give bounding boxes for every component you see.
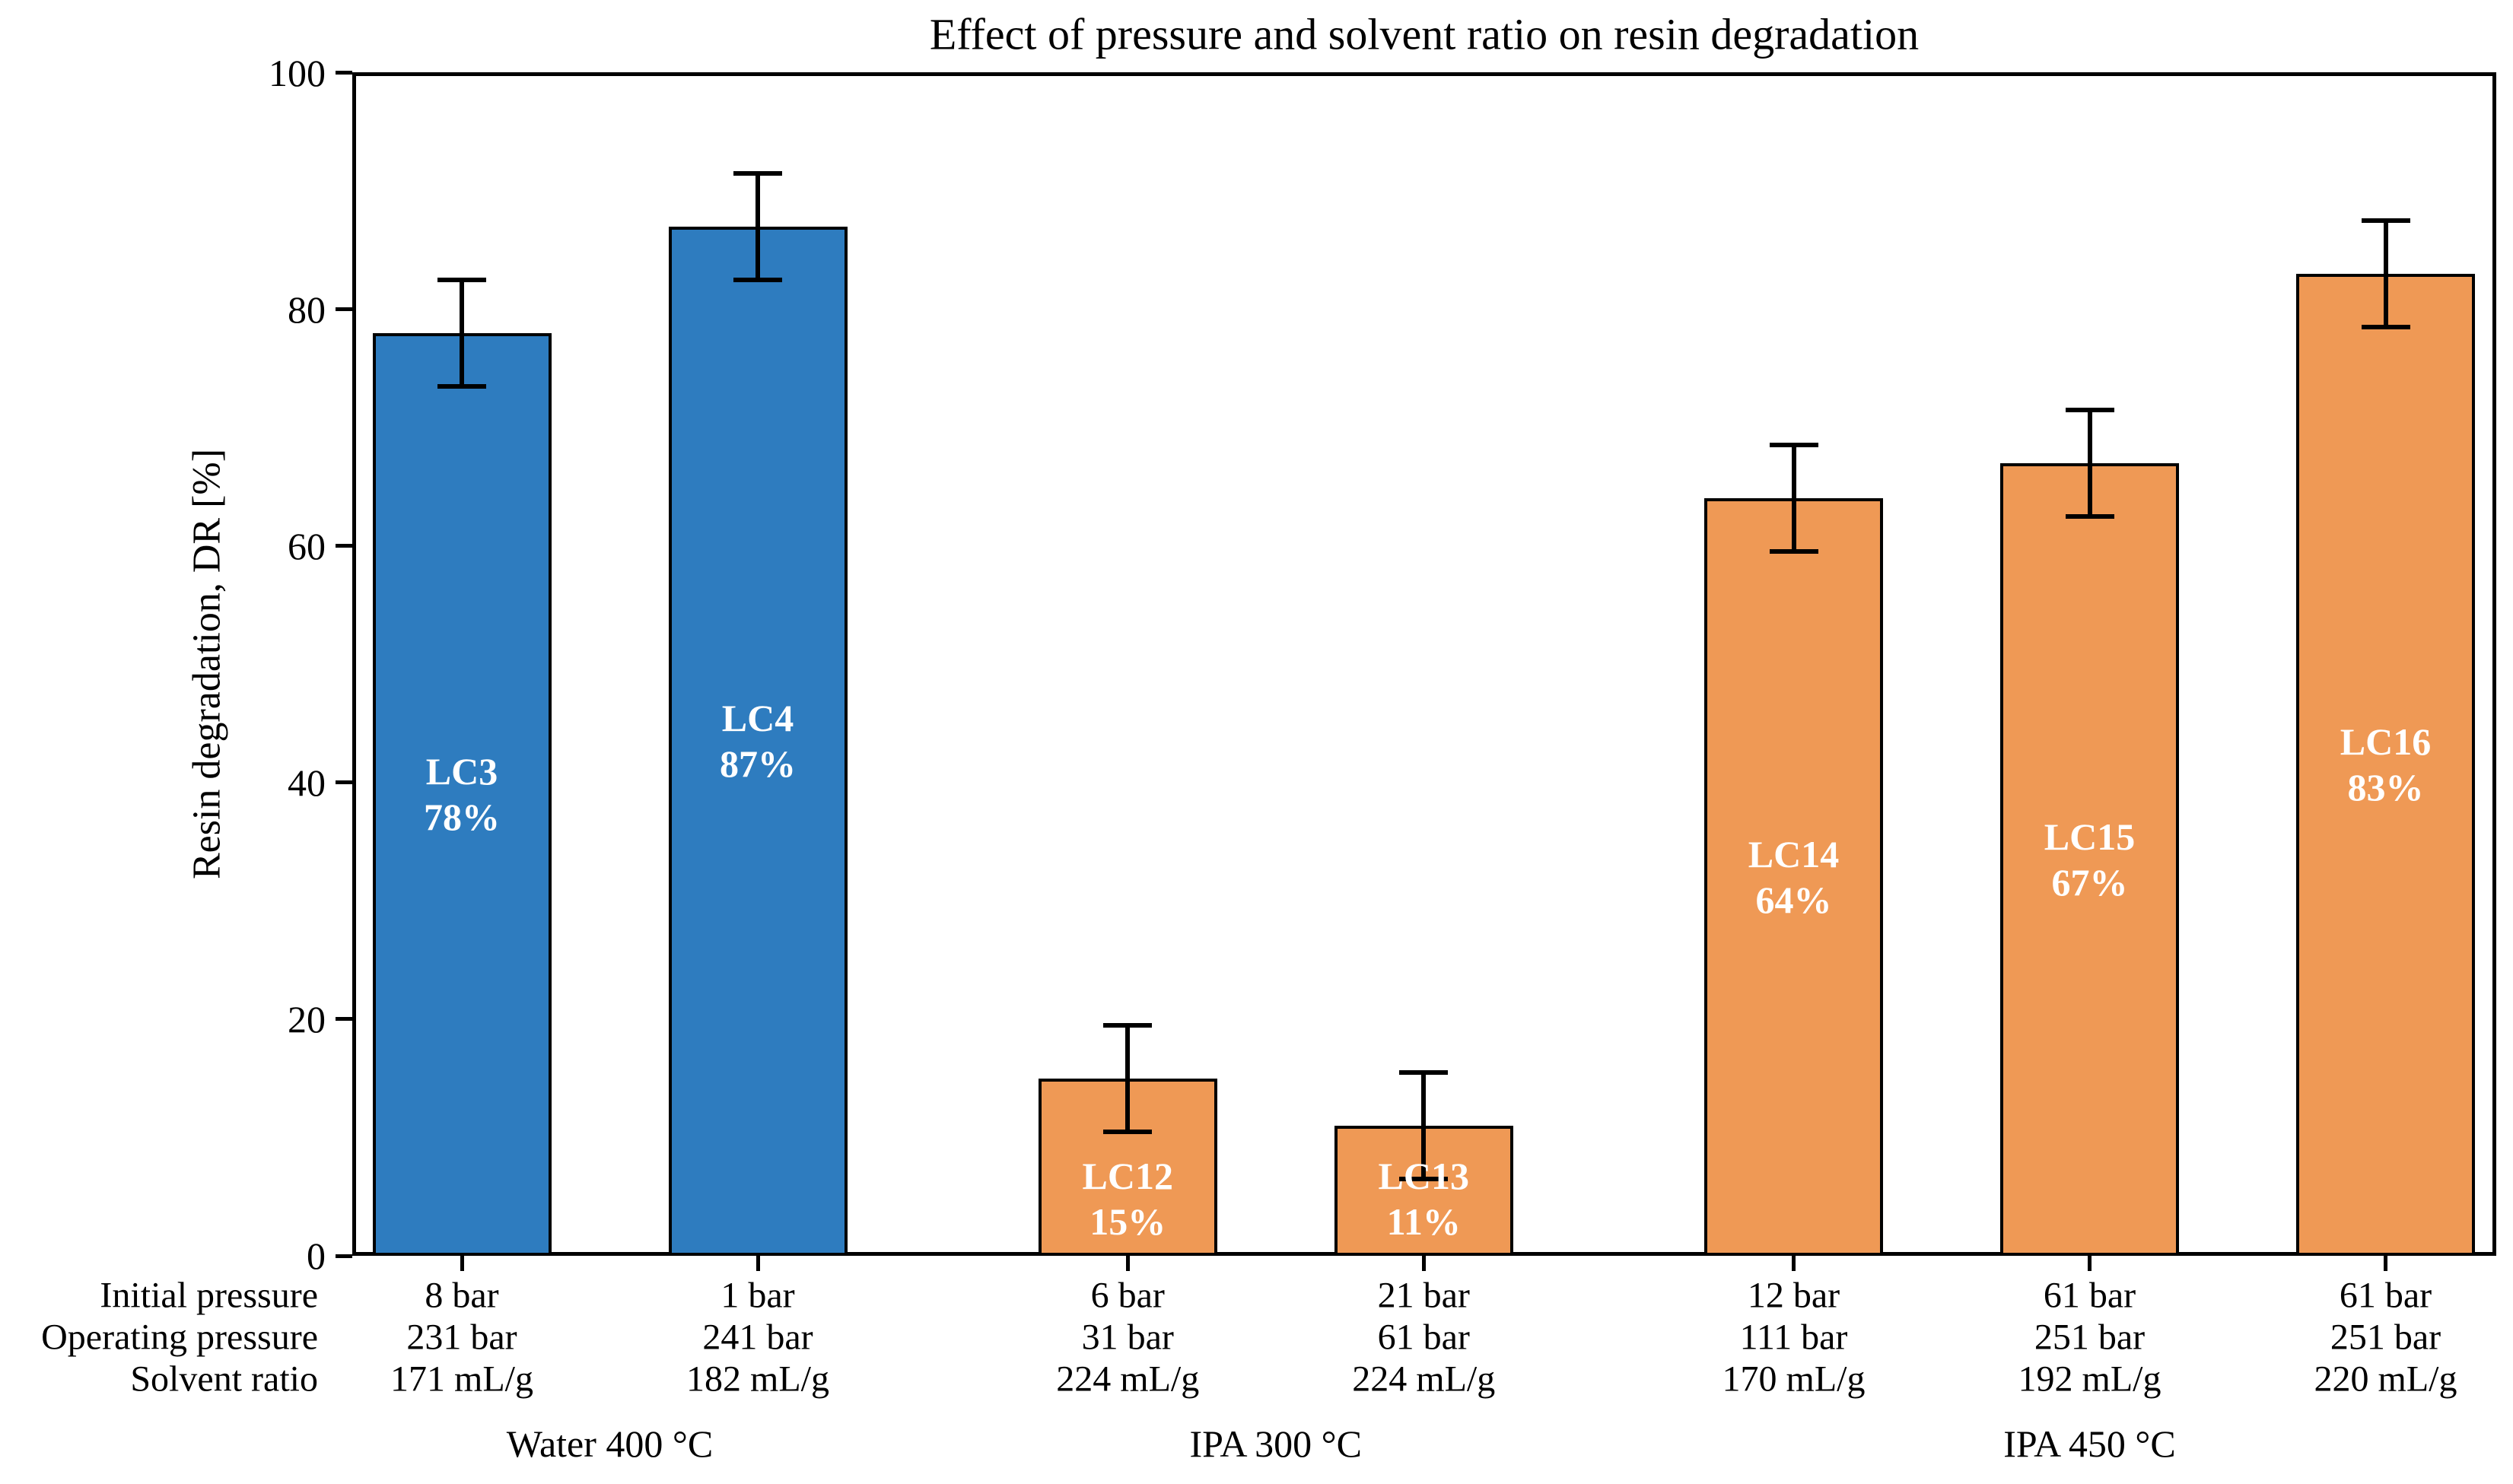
annotation-LC12-row3: 224 mL/g	[1056, 1358, 1200, 1400]
bar-LC16	[2296, 273, 2475, 1256]
annotation-LC3-row2: 231 bar	[406, 1317, 517, 1358]
annotation-LC13-row3: 224 mL/g	[1352, 1358, 1496, 1400]
error-bar-cap-LC12	[1103, 1022, 1153, 1028]
y-tick-mark	[336, 1017, 352, 1022]
error-bar-stem-LC4	[755, 173, 760, 280]
bar-label-LC13: LC13 11%	[1379, 1153, 1469, 1244]
annotation-LC14-row2: 111 bar	[1739, 1317, 1848, 1358]
annotation-LC15-row3: 192 mL/g	[2018, 1358, 2161, 1400]
annotation-LC3-row1: 8 bar	[425, 1275, 499, 1316]
bar-label-value: 67%	[2051, 860, 2128, 904]
y-tick-mark	[336, 1254, 352, 1258]
y-tick-label: 40	[288, 761, 326, 804]
annotation-row-label-operating-pressure: Operating pressure	[41, 1317, 318, 1358]
bar-LC14	[1704, 498, 1883, 1256]
error-bar-stem-LC15	[2087, 409, 2092, 516]
y-tick-mark	[336, 780, 352, 785]
error-bar-cap-LC4	[733, 277, 782, 282]
bar-label-value: 87%	[720, 742, 796, 786]
error-bar-cap-LC3	[437, 383, 486, 389]
annotation-LC13-row2: 61 bar	[1377, 1317, 1470, 1358]
bar-label-value: 83%	[2347, 766, 2424, 809]
x-tick-mark	[1125, 1256, 1130, 1271]
error-bar-cap-LC16	[2361, 218, 2410, 223]
bar-label-LC16: LC16 83%	[2340, 719, 2431, 810]
y-tick-label: 100	[269, 51, 326, 94]
annotation-LC15-row1: 61 bar	[2043, 1275, 2136, 1316]
annotation-LC14-row3: 170 mL/g	[1722, 1358, 1866, 1400]
bar-label-id: LC16	[2340, 720, 2432, 764]
annotation-row-label-solvent-ratio: Solvent ratio	[130, 1358, 318, 1400]
bar-label-id: LC4	[721, 697, 794, 740]
group-label: Water 400 °C	[506, 1422, 714, 1465]
error-bar-cap-LC4	[733, 170, 782, 176]
annotation-LC4-row1: 1 bar	[720, 1275, 795, 1316]
annotation-LC16-row3: 220 mL/g	[2314, 1358, 2457, 1400]
bar-label-value: 78%	[424, 796, 500, 839]
bar-label-id: LC15	[2044, 815, 2136, 858]
error-bar-stem-LC14	[1791, 445, 1796, 552]
annotation-LC12-row1: 6 bar	[1090, 1275, 1165, 1316]
annotation-LC16-row1: 61 bar	[2339, 1275, 2432, 1316]
annotation-LC14-row1: 12 bar	[1747, 1275, 1840, 1316]
y-tick-mark	[336, 71, 352, 75]
annotation-row-label-initial-pressure: Initial pressure	[100, 1275, 318, 1316]
bar-label-LC4: LC4 87%	[720, 695, 796, 786]
annotation-LC4-row3: 182 mL/g	[686, 1358, 829, 1400]
chart-title: Effect of pressure and solvent ratio on …	[929, 9, 1920, 59]
bar-label-id: LC3	[425, 750, 498, 793]
x-tick-mark	[755, 1256, 760, 1271]
error-bar-cap-LC15	[2065, 407, 2114, 412]
bar-label-LC15: LC15 67%	[2044, 814, 2135, 905]
y-tick-label: 80	[288, 288, 326, 331]
error-bar-cap-LC12	[1103, 1129, 1153, 1134]
y-axis-label: Resin degradation, DR [%]	[185, 448, 229, 880]
annotation-LC13-row1: 21 bar	[1377, 1275, 1470, 1316]
x-tick-mark	[2088, 1256, 2092, 1271]
annotation-LC16-row2: 251 bar	[2330, 1317, 2441, 1358]
annotation-LC15-row2: 251 bar	[2034, 1317, 2146, 1358]
bar-label-LC14: LC14 64%	[1748, 831, 1839, 923]
x-tick-mark	[2384, 1256, 2387, 1271]
group-label: IPA 300 °C	[1189, 1422, 1363, 1465]
x-tick-mark	[1421, 1256, 1426, 1271]
y-tick-label: 60	[288, 524, 326, 567]
y-tick-mark	[336, 307, 352, 312]
bar-LC15	[2000, 462, 2179, 1256]
x-tick-mark	[460, 1256, 464, 1271]
error-bar-stem-LC3	[460, 279, 464, 386]
error-bar-cap-LC3	[437, 277, 486, 282]
error-bar-stem-LC16	[2383, 220, 2388, 327]
error-bar-cap-LC13	[1399, 1176, 1449, 1181]
error-bar-cap-LC13	[1399, 1069, 1449, 1075]
bar-label-id: LC14	[1748, 833, 1840, 876]
bar-label-LC12: LC12 15%	[1083, 1153, 1173, 1244]
annotation-LC3-row3: 171 mL/g	[390, 1358, 533, 1400]
error-bar-cap-LC14	[1769, 549, 1818, 555]
group-label: IPA 450 °C	[2003, 1422, 2176, 1465]
error-bar-cap-LC14	[1769, 443, 1818, 448]
annotation-LC12-row2: 31 bar	[1081, 1317, 1174, 1358]
bar-LC3	[372, 332, 552, 1256]
x-tick-mark	[1792, 1256, 1796, 1271]
error-bar-cap-LC16	[2361, 324, 2410, 329]
annotation-LC4-row2: 241 bar	[702, 1317, 813, 1358]
bar-label-LC3: LC3 78%	[424, 748, 500, 840]
bar-label-id: LC12	[1082, 1155, 1173, 1197]
bar-label-id: LC13	[1378, 1155, 1469, 1197]
bar-LC4	[668, 226, 848, 1256]
y-tick-mark	[336, 544, 352, 548]
error-bar-stem-LC12	[1125, 1025, 1131, 1132]
y-tick-label: 20	[288, 997, 326, 1041]
bar-label-value: 11%	[1386, 1200, 1461, 1243]
y-tick-label: 0	[307, 1235, 326, 1277]
error-bar-stem-LC13	[1421, 1072, 1427, 1179]
bar-label-value: 15%	[1089, 1200, 1166, 1243]
bar-label-value: 64%	[1755, 879, 1832, 922]
error-bar-cap-LC15	[2065, 513, 2114, 519]
